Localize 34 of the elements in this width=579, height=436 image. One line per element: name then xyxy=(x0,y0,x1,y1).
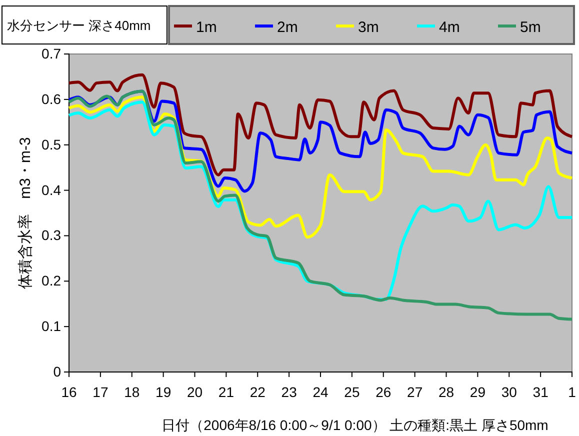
x-tick-label: 25 xyxy=(344,384,360,400)
x-tick-label: 26 xyxy=(376,384,392,400)
x-tick-label: 19 xyxy=(156,384,172,400)
x-tick-label: 29 xyxy=(470,384,486,400)
legend-label: 1m xyxy=(196,19,217,36)
x-tick-label: 20 xyxy=(186,384,203,400)
x-tick-label: 24 xyxy=(312,384,328,400)
legend-label: 3m xyxy=(358,19,379,36)
x-tick-label: 27 xyxy=(407,384,423,400)
y-tick-label: 0.4 xyxy=(42,182,62,198)
y-tick-label: 0.7 xyxy=(42,45,62,62)
x-tick-label: 18 xyxy=(124,384,140,400)
x-tick-label: 21 xyxy=(218,384,234,400)
x-tick-label: 1 xyxy=(568,384,576,400)
x-tick-label: 31 xyxy=(532,384,549,400)
y-tick-label: 0.5 xyxy=(42,136,62,152)
legend-title: 水分センサー 深さ40mm xyxy=(7,18,151,33)
line-series xyxy=(68,73,574,176)
x-tick-label: 16 xyxy=(61,384,77,400)
x-axis-title: 日付（2006年8/16 0:00～9/1 0:00） 土の種類:黒土 厚さ50mm xyxy=(162,417,548,433)
legend-label: 4m xyxy=(439,19,460,36)
legend-label: 5m xyxy=(520,19,541,36)
y-tick-label: 0.2 xyxy=(42,272,62,289)
x-tick-label: 28 xyxy=(438,384,454,400)
legend-label: 2m xyxy=(277,19,298,36)
y-axis-title: 体積含水率 m3・m-3 xyxy=(17,137,34,289)
x-tick-label: 23 xyxy=(281,384,298,400)
y-tick-label: 0.1 xyxy=(42,318,62,334)
x-tick-label: 17 xyxy=(92,384,108,400)
y-tick-label: 0.6 xyxy=(42,90,62,107)
y-tick-label: 0.3 xyxy=(42,227,62,244)
y-tick-label: 0 xyxy=(53,363,62,380)
x-tick-label: 22 xyxy=(250,384,266,400)
x-tick-label: 30 xyxy=(501,384,518,400)
